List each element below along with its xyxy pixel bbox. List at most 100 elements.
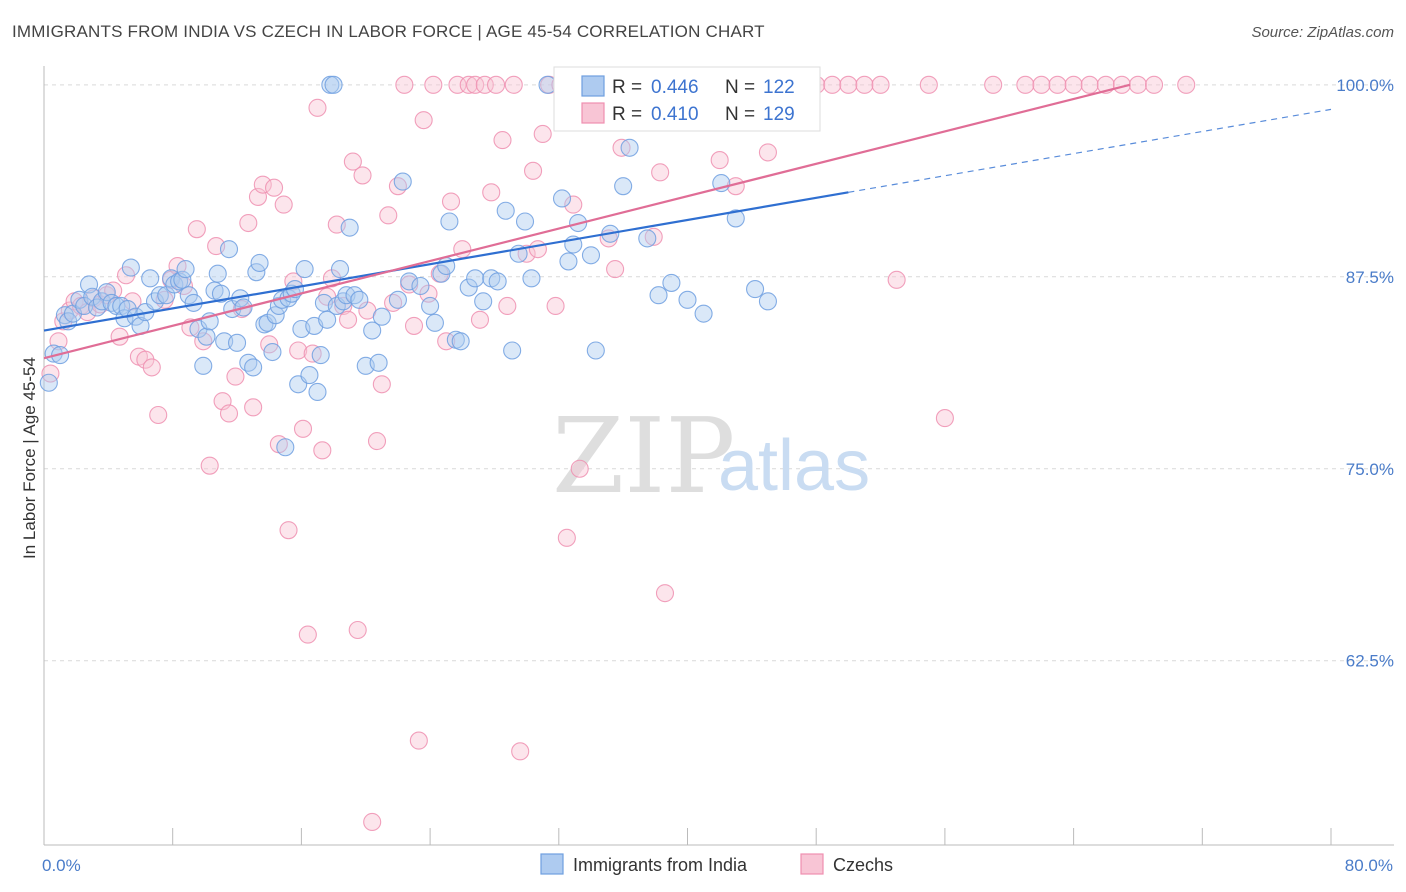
czech-point	[367, 432, 387, 451]
india-point	[638, 229, 657, 248]
czech-point	[606, 260, 625, 279]
czech-point	[339, 310, 358, 329]
czech-point	[524, 161, 543, 180]
india-point	[308, 382, 327, 402]
india-point	[474, 292, 493, 311]
india-point	[228, 333, 247, 352]
czech-point	[644, 227, 663, 246]
czech-point	[1128, 75, 1147, 94]
czech-point	[1144, 75, 1164, 94]
india-point	[102, 293, 121, 312]
czech-point	[441, 192, 461, 211]
bottom-legend-label-czechs: Czechs	[833, 855, 893, 875]
india-point	[276, 438, 295, 457]
czech-point	[710, 151, 729, 170]
india-point	[586, 341, 605, 360]
india-trend-line	[43, 191, 849, 332]
india-point	[496, 201, 515, 220]
india-point	[372, 307, 391, 326]
series-legend: Immigrants from India Czechs	[540, 853, 893, 875]
india-point	[141, 269, 160, 288]
czech-point	[1048, 75, 1067, 94]
india-point	[503, 341, 522, 360]
czech-point	[226, 367, 245, 386]
czech-point	[1177, 75, 1196, 94]
india-point	[425, 313, 444, 332]
india-point	[466, 269, 485, 288]
czech-point	[546, 296, 565, 316]
india-point	[400, 272, 419, 291]
india-point	[649, 286, 668, 305]
legend-n-label-czechs: N =	[725, 104, 755, 125]
czech-point	[498, 296, 517, 316]
czech-point	[384, 293, 403, 312]
czech-point	[334, 296, 353, 316]
czech-point	[348, 620, 367, 640]
czech-point	[187, 220, 206, 239]
india-point	[662, 273, 681, 292]
india-point	[451, 332, 470, 351]
india-point	[263, 342, 282, 362]
india-point	[746, 280, 765, 299]
czech-point	[265, 178, 284, 197]
india-point	[121, 258, 140, 277]
czech-point	[504, 75, 523, 94]
india-point	[393, 172, 412, 191]
czech-point	[482, 183, 501, 202]
czech-point	[149, 405, 168, 425]
czech-point	[557, 528, 576, 547]
czech-point	[244, 398, 263, 417]
czech-point	[219, 404, 239, 423]
czech-point	[313, 441, 332, 460]
czech-point	[437, 332, 456, 351]
india-point	[726, 209, 745, 228]
czech-trend-line	[43, 83, 1131, 360]
czech-point	[1080, 75, 1099, 94]
india-point	[208, 264, 227, 283]
czech-point	[409, 731, 428, 750]
india-point	[552, 189, 572, 208]
czech-point	[528, 240, 547, 259]
india-point	[311, 346, 330, 365]
india-point	[219, 240, 239, 259]
legend-n-value-india: 122	[763, 77, 795, 98]
y-tick-label: 75.0%	[1346, 460, 1394, 479]
legend-n-value-czechs: 129	[763, 104, 795, 125]
czech-point	[871, 75, 890, 94]
india-point	[522, 269, 541, 288]
czech-point	[651, 163, 670, 182]
india-point	[388, 290, 407, 309]
india-point	[92, 292, 111, 311]
czech-point	[379, 206, 398, 225]
czech-point	[1064, 75, 1083, 94]
india-point	[411, 276, 430, 296]
czech-point	[372, 375, 391, 394]
india-point	[620, 138, 639, 157]
india-point	[244, 358, 263, 377]
axes: 100.0% 87.5% 75.0% 62.5% 0.0% 80.0%	[42, 66, 1394, 875]
trend-lines	[43, 83, 1332, 360]
india-point	[176, 260, 195, 279]
czech-point	[919, 75, 938, 94]
czech-point	[839, 75, 858, 94]
czech-point	[293, 419, 313, 438]
czech-point	[404, 316, 424, 335]
india-point	[211, 284, 231, 303]
czech-point	[424, 75, 443, 94]
bottom-legend-swatch-india	[540, 853, 564, 875]
x-tick-label: 80.0%	[1345, 856, 1393, 875]
czech-point	[298, 625, 317, 644]
india-point	[758, 292, 777, 311]
india-point	[318, 310, 337, 329]
watermark-atlas: atlas	[718, 426, 870, 506]
czech-point	[493, 131, 512, 150]
india-point	[295, 260, 314, 279]
india-point	[369, 353, 388, 372]
czech-point	[1016, 75, 1035, 94]
india-point	[440, 212, 459, 231]
czech-point	[855, 75, 874, 94]
india-point	[197, 327, 216, 346]
czech-point	[823, 75, 842, 94]
india-point	[83, 287, 102, 306]
y-axis-title: In Labor Force | Age 45-54	[20, 357, 39, 559]
